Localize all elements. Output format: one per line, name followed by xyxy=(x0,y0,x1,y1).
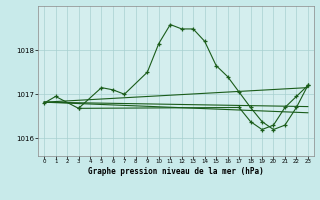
X-axis label: Graphe pression niveau de la mer (hPa): Graphe pression niveau de la mer (hPa) xyxy=(88,167,264,176)
